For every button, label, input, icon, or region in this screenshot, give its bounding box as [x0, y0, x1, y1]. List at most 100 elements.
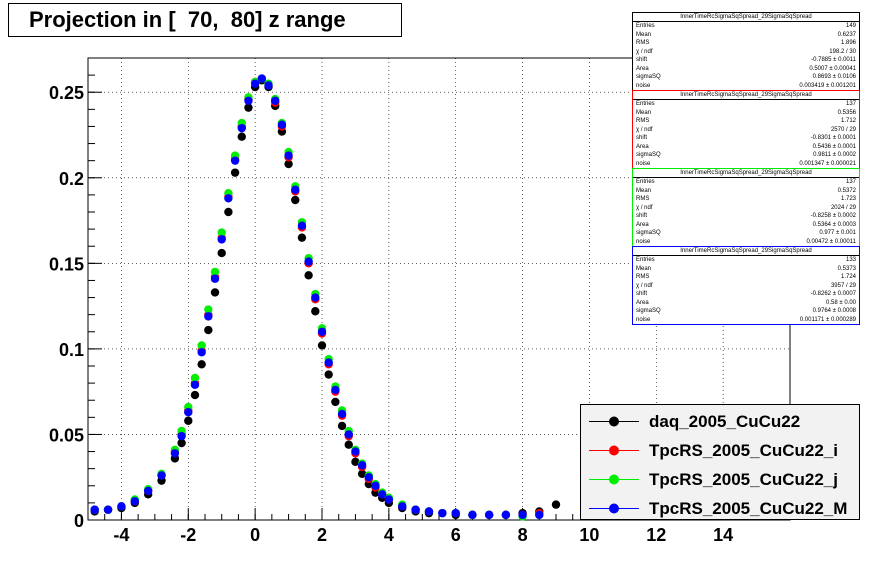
data-point	[304, 257, 313, 266]
legend-label: daq_2005_CuCu22	[649, 412, 801, 431]
legend-label: TpcRS_2005_CuCu22_i	[649, 441, 838, 460]
data-point	[264, 81, 273, 90]
y-tick-label: 0	[74, 511, 84, 531]
data-point	[411, 505, 420, 514]
data-point	[217, 235, 226, 244]
stats-row: Area 0.5007 ± 0.00041	[633, 65, 859, 74]
legend-marker-icon	[589, 474, 639, 485]
data-point	[250, 79, 260, 88]
stats-value: -0.7885 ± 0.0011	[811, 57, 856, 63]
data-point	[484, 510, 494, 520]
data-point	[304, 271, 313, 280]
stats-key: χ / ndf	[636, 48, 653, 55]
stats-key: Area	[636, 299, 649, 306]
stats-row: RMS 1.723	[633, 195, 859, 204]
data-point	[230, 156, 240, 165]
stats-key: Mean	[636, 187, 652, 194]
data-point	[197, 360, 206, 369]
data-point	[244, 96, 253, 105]
stats-box: InnerTimeRcSigmaSqSpread_29SigmaSqSpread…	[632, 90, 860, 169]
stats-box: InnerTimeRcSigmaSqSpread_29SigmaSqSpread…	[632, 246, 860, 325]
x-tick-label: 4	[384, 525, 394, 545]
data-point	[297, 221, 307, 230]
stats-row: Area 0.5436 ± 0.0001	[633, 143, 859, 152]
legend-entry: TpcRS_2005_CuCu22_i	[581, 436, 861, 465]
stats-key: sigmaSQ	[636, 152, 661, 158]
stats-row: Mean 0.5356	[633, 109, 859, 118]
stats-value: -0.8258 ± 0.0002	[810, 213, 856, 219]
stats-value: 2570 / 29	[830, 126, 856, 133]
data-point	[324, 370, 333, 379]
stats-value: -0.8301 ± 0.0001	[810, 135, 856, 141]
data-point	[337, 421, 347, 431]
data-point	[324, 358, 333, 367]
stats-value: 0.5373	[837, 265, 856, 272]
legend-entry: daq_2005_CuCu22	[581, 407, 861, 436]
data-point	[271, 96, 280, 105]
stats-value: 1.724	[840, 274, 856, 280]
data-point	[344, 430, 353, 439]
stats-value: 0.5364 ± 0.0003	[812, 221, 856, 228]
stats-key: shift	[636, 135, 648, 141]
legend-marker-icon	[589, 503, 639, 514]
stats-row: Mean 0.5372	[633, 187, 859, 196]
data-point	[103, 505, 113, 514]
data-point	[237, 123, 246, 133]
data-point	[311, 307, 320, 316]
stats-row: χ / ndf 2024 / 29	[633, 204, 859, 213]
stats-row: Mean 0.6237	[633, 31, 859, 40]
chart-title: Projection in [ 70, 80] z range	[8, 3, 402, 37]
stats-row: RMS 1.712	[633, 117, 859, 126]
x-tick-label: 2	[317, 525, 327, 545]
stats-value: 0.5356	[837, 109, 856, 116]
legend-label: TpcRS_2005_CuCu22_j	[649, 470, 838, 489]
data-point	[398, 502, 407, 511]
data-point	[177, 431, 186, 441]
data-point	[237, 132, 246, 141]
x-tick-label: 0	[250, 525, 260, 545]
data-point	[230, 168, 240, 177]
stats-value: 1.896	[840, 40, 856, 46]
stats-row: noise 0.00472 ± 0.00011	[633, 238, 859, 247]
stats-row: RMS 1.896	[633, 39, 859, 48]
stats-value: 1.723	[840, 196, 856, 202]
data-point	[384, 495, 394, 504]
legend-entry: TpcRS_2005_CuCu22_j	[581, 465, 861, 494]
y-tick-label: 0.1	[59, 340, 84, 360]
stats-key: Entries	[636, 257, 655, 263]
data-point	[438, 508, 447, 518]
x-tick-label: 6	[451, 525, 461, 545]
data-point	[364, 473, 373, 482]
data-point	[331, 397, 340, 407]
stats-key: RMS	[636, 118, 650, 124]
stats-row: noise 0.001347 ± 0.000021	[633, 160, 859, 169]
stats-key: RMS	[636, 196, 650, 202]
data-point	[197, 348, 206, 357]
data-point	[184, 416, 193, 425]
data-point	[377, 490, 387, 499]
legend: daq_2005_CuCu22 TpcRS_2005_CuCu22_i TpcR…	[580, 404, 860, 520]
stats-row: RMS 1.724	[633, 273, 859, 282]
stats-row: shift -0.8301 ± 0.0001	[633, 134, 859, 143]
stats-row: Area 0.58 ± 0.00	[633, 299, 859, 308]
data-point	[284, 159, 293, 169]
stats-key: noise	[636, 316, 651, 323]
stats-value: 0.5372	[837, 187, 856, 194]
data-point	[143, 486, 153, 496]
stats-row: sigmaSQ 0.977 ± 0.001	[633, 229, 859, 238]
data-point	[157, 471, 166, 480]
stats-row: χ / ndf 3957 / 29	[633, 282, 859, 291]
stats-box: InnerTimeRcSigmaSqSpread_29SigmaSqSpread…	[632, 12, 860, 91]
data-point	[518, 510, 527, 520]
stats-row: Area 0.5364 ± 0.0003	[633, 221, 859, 230]
x-tick-label: 12	[646, 525, 666, 545]
stats-value: 2024 / 29	[830, 204, 856, 211]
stats-key: Entries	[636, 101, 655, 107]
stats-value: 0.977 ± 0.001	[819, 230, 856, 236]
stats-row: sigmaSQ 0.9764 ± 0.0008	[633, 307, 859, 316]
y-tick-label: 0.05	[49, 425, 84, 445]
data-point	[204, 325, 213, 335]
x-tick-label: -2	[180, 525, 196, 545]
data-point	[117, 502, 126, 511]
data-point	[291, 185, 300, 194]
